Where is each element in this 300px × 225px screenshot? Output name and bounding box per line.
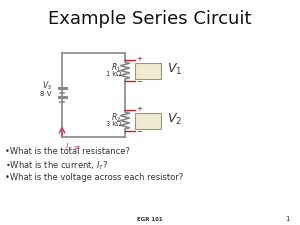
Text: −: − [136,79,142,85]
Text: •What is the current, $I_T$?: •What is the current, $I_T$? [5,160,108,173]
Text: $I_T$ =: $I_T$ = [65,141,81,153]
Text: •What is the voltage across each resistor?: •What is the voltage across each resisto… [5,173,183,182]
Bar [135,63,161,79]
Text: Example Series Circuit: Example Series Circuit [48,10,252,28]
Text: $V_S$: $V_S$ [41,80,52,92]
Text: $V_2$: $V_2$ [167,112,182,127]
Text: EGR 101: EGR 101 [137,217,163,222]
Text: 8 V: 8 V [40,91,52,97]
Text: −: − [136,129,142,135]
Text: $V_1$: $V_1$ [167,62,182,77]
Text: 1: 1 [286,216,290,222]
Text: +: + [136,106,142,112]
Text: $R_1$: $R_1$ [111,61,121,74]
Bar [135,112,161,128]
Text: •What is the total resistance?: •What is the total resistance? [5,147,130,156]
Text: 1 kΩ: 1 kΩ [106,72,121,77]
Text: +: + [136,56,142,62]
Text: 3 kΩ: 3 kΩ [106,122,121,128]
Text: $R_2$: $R_2$ [111,111,121,124]
